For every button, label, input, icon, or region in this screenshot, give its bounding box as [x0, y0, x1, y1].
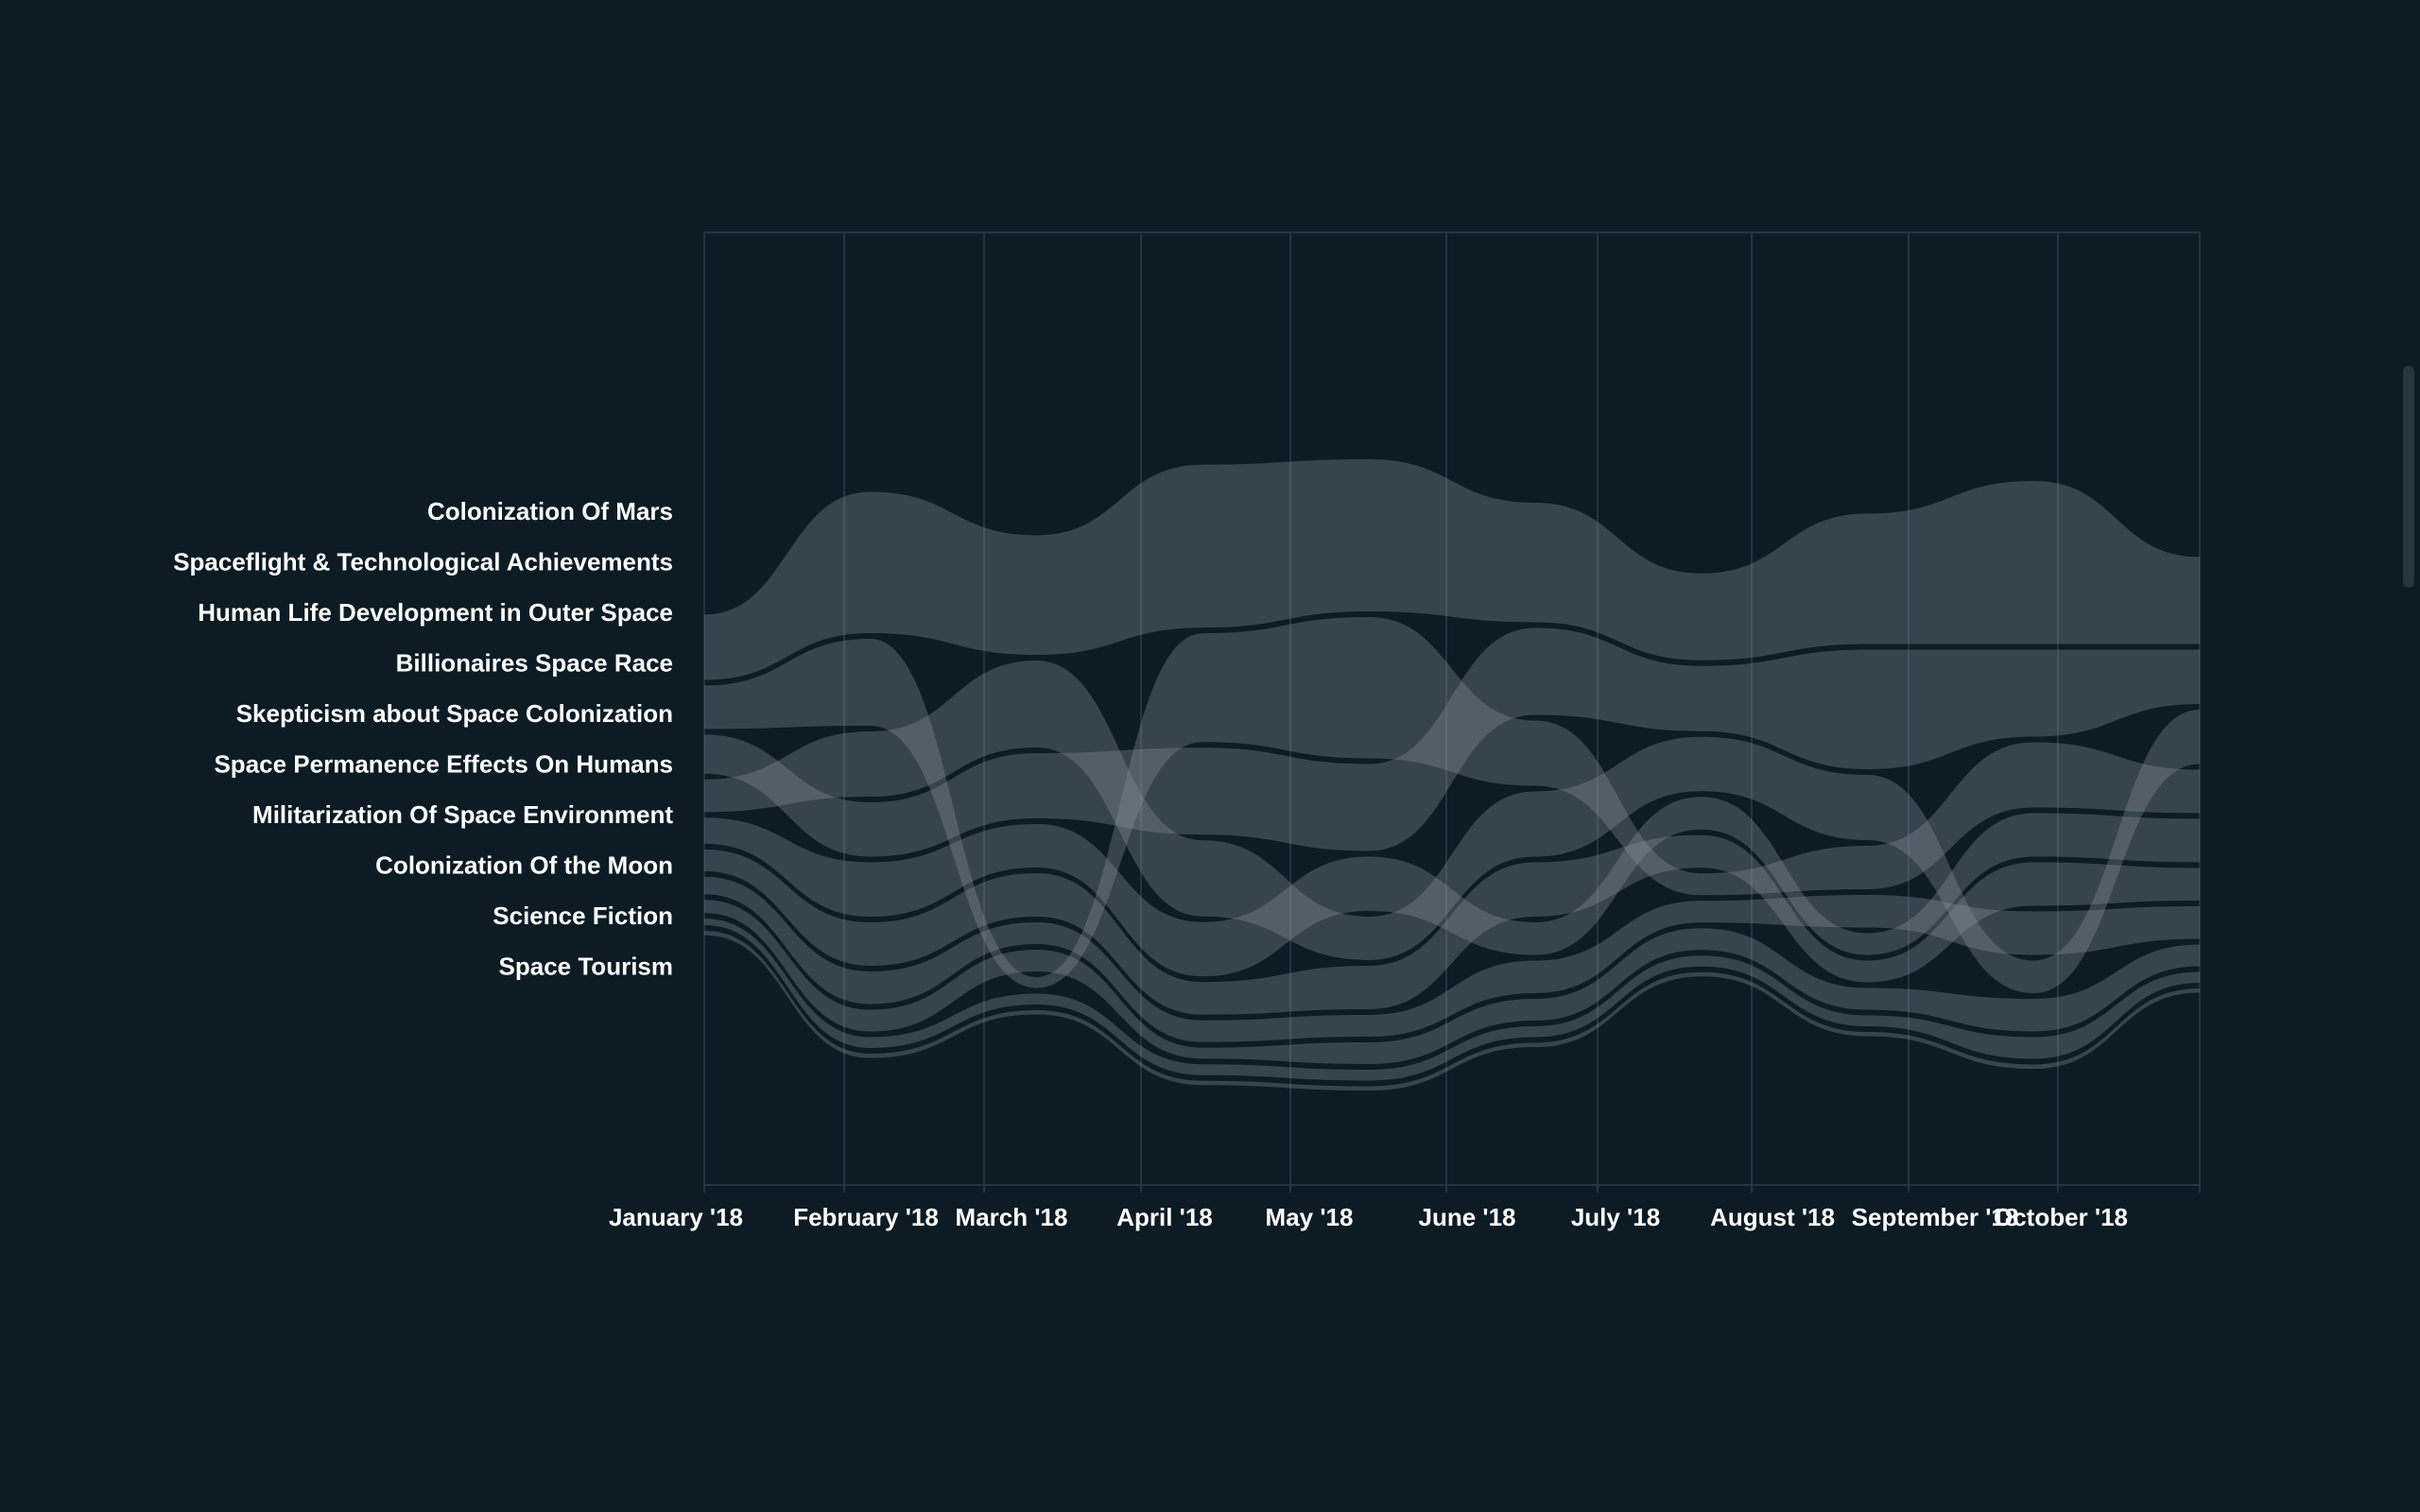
x-tick-label: July '18 — [1571, 1203, 1660, 1231]
x-tick-label: March '18 — [956, 1203, 1068, 1231]
series-label[interactable]: Human Life Development in Outer Space — [198, 598, 673, 627]
x-tick-label: June '18 — [1418, 1203, 1515, 1231]
x-tick-label: August '18 — [1710, 1203, 1835, 1231]
x-tick-label: September '18 — [1852, 1203, 2019, 1231]
series-label[interactable]: Colonization Of the Moon — [375, 851, 673, 880]
band-colonization-of-mars[interactable] — [704, 458, 2200, 680]
x-tick-label: January '18 — [609, 1203, 743, 1231]
bands-layer — [704, 458, 2200, 1091]
band-billionaires-space-race[interactable] — [704, 660, 2200, 993]
series-label[interactable]: Space Permanence Effects On Humans — [214, 750, 673, 779]
x-tick-label: February '18 — [793, 1203, 939, 1231]
series-label[interactable]: Billionaires Space Race — [396, 649, 673, 678]
series-labels: Colonization Of Mars Spaceflight & Techno… — [173, 497, 673, 981]
x-tick-label: April '18 — [1116, 1203, 1213, 1231]
series-label[interactable]: Science Fiction — [493, 902, 673, 930]
x-tick-label: October '18 — [1994, 1203, 2128, 1231]
series-label[interactable]: Spaceflight & Technological Achievements — [173, 548, 673, 576]
series-label[interactable]: Space Tourism — [499, 953, 673, 981]
band-science-fiction[interactable] — [704, 919, 2200, 1081]
band-militarization-of-space-environment[interactable] — [704, 876, 2200, 1042]
band-spaceflight-technological-achievements[interactable] — [704, 616, 2200, 988]
series-label[interactable]: Skepticism about Space Colonization — [236, 699, 673, 728]
series-label[interactable]: Colonization Of Mars — [427, 497, 673, 525]
series-label[interactable]: Militarization Of Space Environment — [252, 800, 673, 829]
band-human-life-development-in-outer-space[interactable] — [704, 627, 2200, 857]
band-colonization-of-the-moon[interactable] — [704, 900, 2200, 1064]
band-space-permanence-effects-on-humans[interactable] — [704, 834, 2200, 1015]
x-tick-label: May '18 — [1266, 1203, 1354, 1231]
grid-layer — [703, 232, 2201, 1185]
x-axis: January '18 February '18 March '18 April '1… — [609, 1184, 2201, 1231]
scrollbar-thumb[interactable] — [2403, 366, 2414, 588]
band-skepticism-about-space-colonization[interactable] — [704, 797, 2200, 977]
